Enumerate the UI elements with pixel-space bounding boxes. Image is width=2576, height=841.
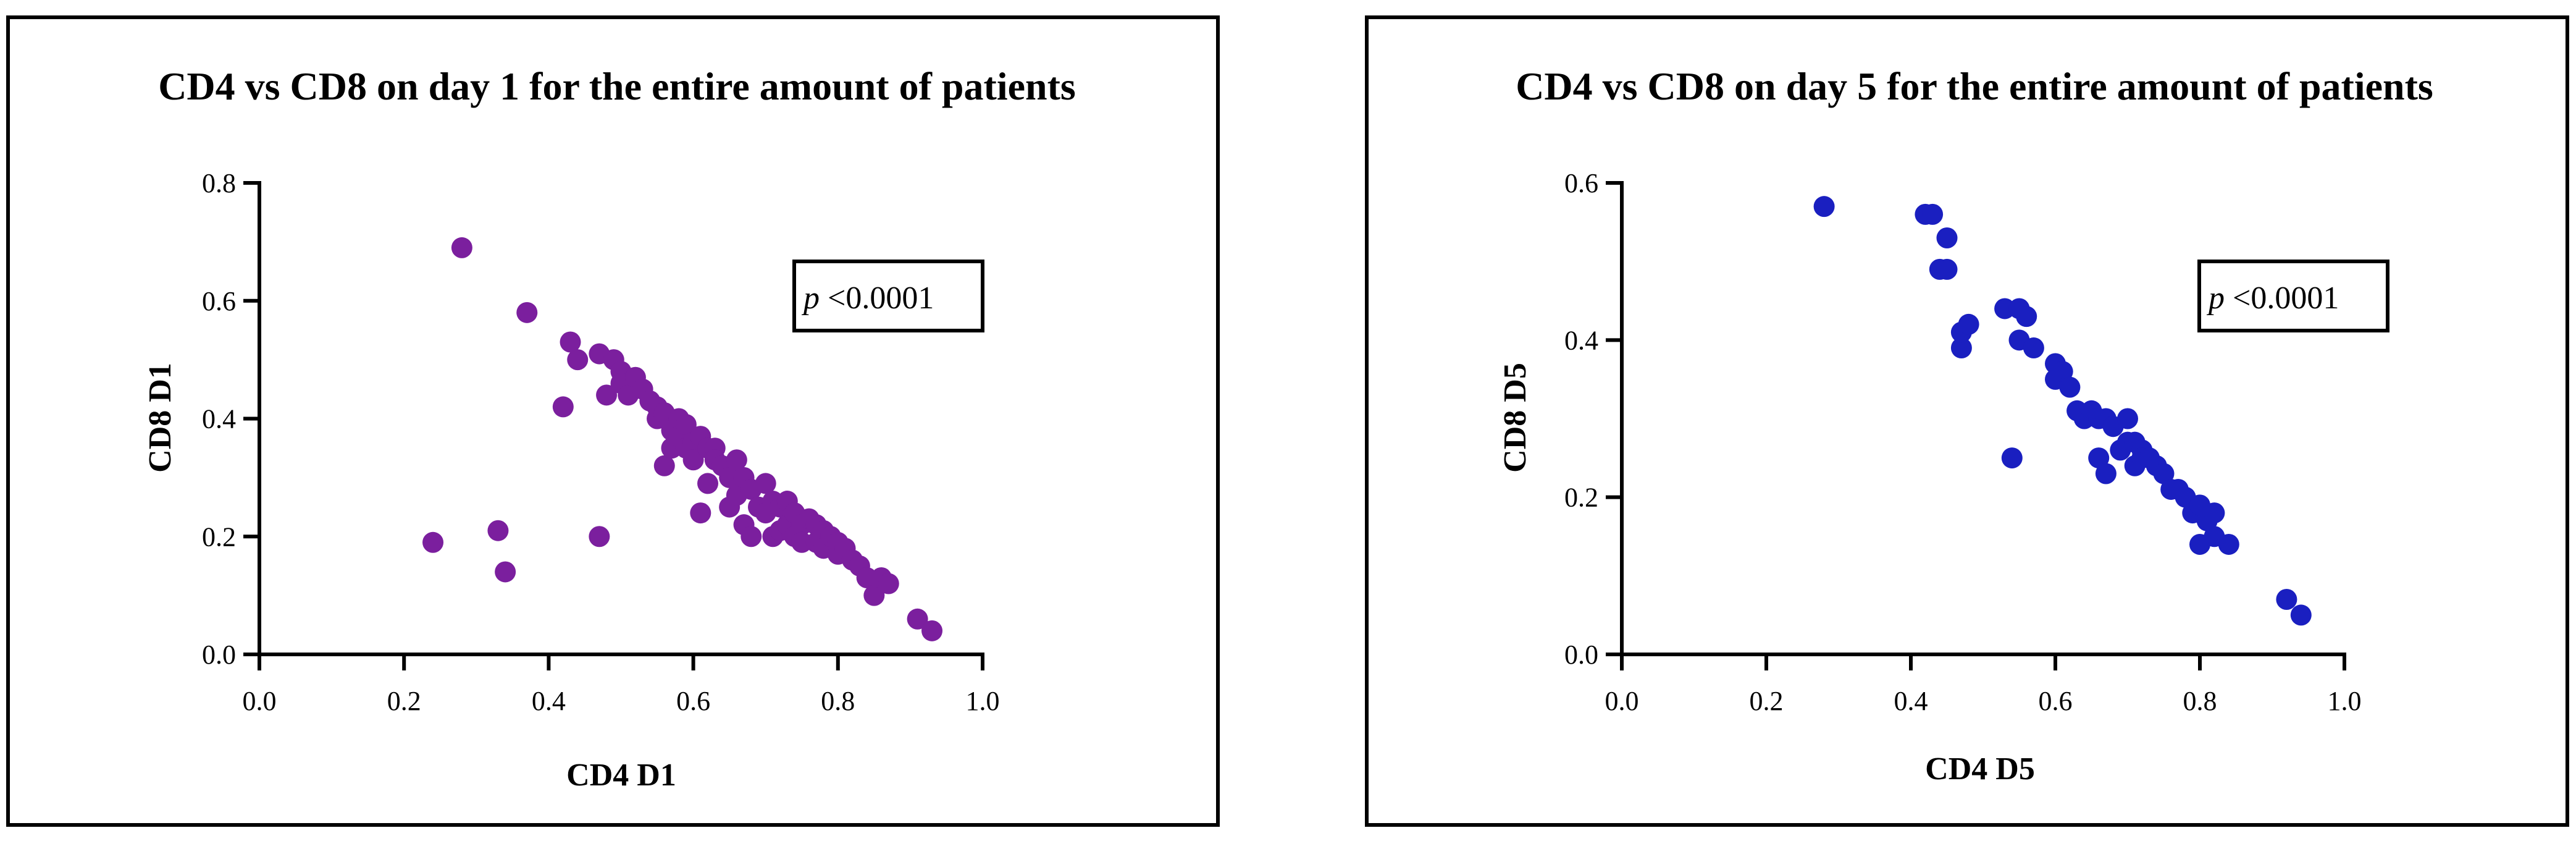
x-tick-label: 1.0	[966, 686, 1000, 716]
scatter-chart-day1: CD4 vs CD8 on day 1 for the entire amoun…	[143, 64, 1076, 793]
chart-title: CD4 vs CD8 on day 5 for the entire amoun…	[1516, 64, 2433, 108]
data-point	[1994, 298, 2016, 319]
y-tick-label: 0.0	[1564, 640, 1598, 670]
data-point	[863, 585, 885, 606]
data-point	[2204, 502, 2225, 524]
y-tick-label: 0.8	[202, 168, 236, 198]
y-tick-label: 0.6	[1564, 168, 1598, 198]
data-point	[2117, 408, 2138, 429]
x-tick-label: 0.4	[532, 686, 566, 716]
data-point	[567, 349, 589, 371]
data-point	[2052, 361, 2073, 382]
data-point	[675, 414, 697, 436]
p-symbol: p	[2206, 281, 2225, 316]
data-point	[2276, 588, 2297, 610]
x-tick-label: 1.0	[2328, 686, 2362, 716]
y-axis-label: CD8 D1	[143, 363, 178, 473]
p-symbol: p	[801, 281, 820, 316]
y-tick-label: 0.6	[202, 286, 236, 316]
y-tick-label: 0.2	[202, 522, 236, 552]
data-point	[516, 302, 538, 323]
data-point	[907, 608, 928, 630]
y-tick-label: 0.0	[202, 640, 236, 670]
x-tick-label: 0.4	[1894, 686, 1928, 716]
x-tick-label: 0.8	[2183, 686, 2217, 716]
x-tick-label: 0.2	[1750, 686, 1784, 716]
data-point	[1936, 258, 1958, 280]
data-point	[596, 384, 618, 406]
chart-panel-day1: CD4 vs CD8 on day 1 for the entire amoun…	[6, 15, 1220, 827]
data-point	[2023, 337, 2044, 359]
data-point	[697, 473, 719, 494]
x-tick-label: 0.6	[2039, 686, 2073, 716]
data-point	[451, 237, 472, 258]
data-point	[1922, 203, 1944, 225]
x-tick-label: 0.8	[821, 686, 855, 716]
data-point	[690, 502, 711, 524]
p-value-box	[792, 260, 984, 332]
data-point	[560, 331, 581, 353]
p-value-annotation: p <0.0001	[2206, 281, 2339, 316]
data-point	[726, 449, 747, 471]
data-point	[487, 520, 509, 541]
chart-title: CD4 vs CD8 on day 1 for the entire amoun…	[158, 64, 1076, 108]
x-tick-label: 0.0	[1605, 686, 1639, 716]
p-value-annotation: p <0.0001	[801, 281, 934, 316]
x-tick-label: 0.0	[243, 686, 277, 716]
data-point	[2059, 376, 2081, 398]
data-point	[2153, 463, 2175, 484]
data-point	[2290, 604, 2312, 626]
data-point	[2088, 447, 2110, 469]
y-tick-label: 0.4	[202, 404, 236, 434]
data-point	[740, 526, 762, 547]
data-point	[856, 567, 878, 589]
data-point	[2016, 306, 2037, 328]
data-point	[495, 561, 516, 583]
p-value-text: <0.0001	[820, 281, 934, 316]
x-tick-label: 0.2	[387, 686, 421, 716]
data-point	[2218, 533, 2239, 555]
y-axis-label: CD8 D5	[1498, 363, 1533, 473]
x-axis-label: CD4 D1	[566, 758, 676, 793]
data-point	[1936, 227, 1958, 249]
data-point	[589, 526, 610, 547]
data-point	[719, 467, 740, 488]
data-point	[878, 573, 899, 594]
data-point	[422, 531, 444, 553]
data-point	[1958, 313, 1979, 335]
data-point	[1813, 196, 1835, 218]
data-point	[1950, 337, 1972, 359]
y-tick-label: 0.2	[1564, 483, 1598, 513]
data-point	[2001, 447, 2023, 469]
chart-panel-day5: CD4 vs CD8 on day 5 for the entire amoun…	[1365, 15, 2569, 827]
x-tick-label: 0.6	[676, 686, 710, 716]
data-point	[653, 455, 675, 476]
data-point	[682, 449, 704, 471]
data-point	[552, 396, 574, 418]
p-value-text: <0.0001	[2225, 281, 2339, 316]
data-point	[755, 473, 776, 494]
y-tick-label: 0.4	[1564, 325, 1598, 355]
scatter-chart-day5: CD4 vs CD8 on day 5 for the entire amoun…	[1498, 64, 2433, 787]
p-value-box	[2197, 260, 2389, 332]
data-point	[921, 620, 943, 641]
x-axis-label: CD4 D5	[1925, 751, 2035, 787]
data-point	[791, 531, 813, 553]
data-point	[2095, 463, 2117, 484]
